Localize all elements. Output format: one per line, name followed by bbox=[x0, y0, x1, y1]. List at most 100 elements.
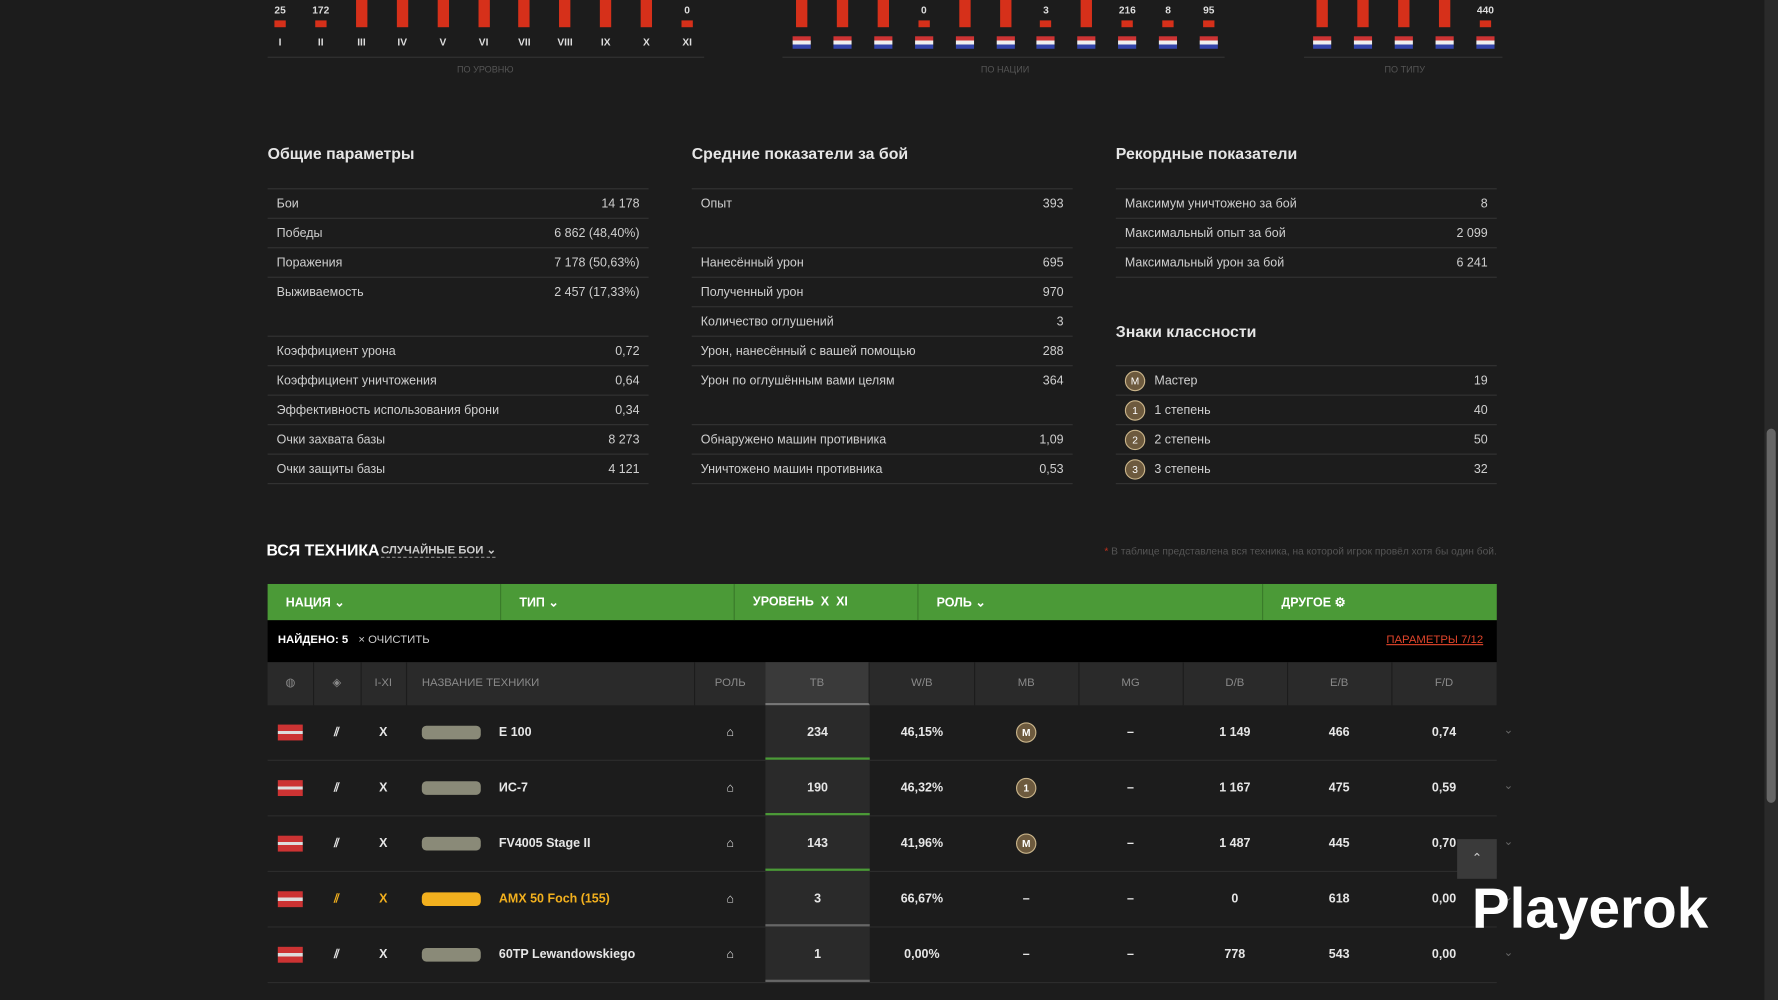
bar bbox=[559, 0, 571, 28]
cell-tv: 190 bbox=[765, 760, 870, 816]
bar-count: 440 bbox=[1476, 4, 1494, 16]
bar bbox=[1438, 0, 1451, 28]
vehicle-row[interactable]: ⫽ X FV4005 Stage II ⌂ 143 41,96% M – 1 487 445 0,7… bbox=[267, 816, 1513, 872]
stat-row: Уничтожено машин противника 0,53 bbox=[691, 453, 1073, 485]
cell-tv: 3 bbox=[765, 871, 870, 927]
mode-select[interactable]: СЛУЧАЙНЫЕ БОИ ⌄ bbox=[381, 544, 497, 558]
column-header[interactable]: I-XI bbox=[361, 662, 408, 706]
filter[interactable]: ТИП ⌄ bbox=[519, 596, 559, 611]
stat-value: 6 862 (48,40%) bbox=[554, 226, 640, 241]
type-icon: ⫽ bbox=[333, 781, 340, 795]
filter[interactable]: УРОВЕНЬ X XI bbox=[753, 595, 848, 609]
filter[interactable]: НАЦИЯ ⌄ bbox=[285, 596, 345, 611]
column-header[interactable]: ТВ bbox=[765, 662, 870, 706]
tank-image bbox=[421, 781, 481, 795]
vehicle-row[interactable]: ⫽ X ИС-7 ⌂ 190 46,32% 1 – 1 167 475 0,59 ⌄ bbox=[267, 760, 1513, 817]
cell-wb: 0,00% bbox=[904, 947, 940, 962]
column-header[interactable]: РОЛЬ bbox=[695, 662, 767, 706]
stat-row: Полученный урон 970 bbox=[691, 276, 1073, 308]
role-icon: ⌂ bbox=[726, 836, 735, 851]
divider bbox=[1115, 276, 1497, 278]
stat-value: 8 273 bbox=[608, 433, 640, 447]
stat-label: Максимальный опыт за бой bbox=[1124, 226, 1286, 241]
vehicle-row[interactable]: ⫽ X 60TP Lewandowskiego ⌂ 1 0,00% – – 778 543 0,00… bbox=[267, 927, 1513, 984]
divider bbox=[267, 56, 705, 58]
expand-arrow[interactable]: ⌄ bbox=[1503, 891, 1514, 904]
column-header[interactable]: MB bbox=[974, 662, 1080, 706]
column-header[interactable]: D/B bbox=[1183, 662, 1289, 706]
scroll-top-button[interactable]: ⌃ bbox=[1457, 839, 1497, 879]
vehicle-row[interactable]: ⫽ X AMX 50 Foch (155) ⌂ 3 66,67% – – 0 618 0,00 ⌄ bbox=[267, 871, 1513, 928]
cell-wb: 41,96% bbox=[900, 836, 944, 851]
stat-label: Эффективность использования брони bbox=[276, 403, 500, 418]
stat-value: 3 bbox=[1056, 315, 1064, 329]
stat-label: Полученный урон bbox=[700, 285, 804, 300]
stat-row: Максимальный урон за бой 6 241 bbox=[1115, 247, 1497, 278]
bar bbox=[1479, 20, 1492, 28]
note: * В таблице представлена вся техника, на… bbox=[1104, 545, 1496, 556]
column-header[interactable]: ◈ bbox=[313, 662, 362, 706]
stat-row: Урон по оглушённым вами целям 364 bbox=[691, 365, 1073, 396]
filter[interactable]: ДРУГОЕ ⚙ bbox=[1281, 596, 1346, 611]
cell-wb: 46,15% bbox=[900, 725, 944, 740]
nation-flag bbox=[277, 724, 303, 741]
divider bbox=[267, 483, 649, 485]
stat-row: Победы 6 862 (48,40%) bbox=[267, 217, 649, 249]
progress-line bbox=[765, 979, 870, 982]
asterisk: * bbox=[1104, 545, 1109, 557]
expand-arrow[interactable]: ⌄ bbox=[1503, 780, 1514, 793]
bar bbox=[1398, 0, 1410, 28]
column-header[interactable]: НАЗВАНИЕ ТЕХНИКИ bbox=[406, 662, 696, 706]
filter[interactable]: РОЛЬ ⌄ bbox=[936, 596, 986, 611]
stat-value: 0,72 bbox=[615, 344, 640, 359]
stat-value: 7 178 (50,63%) bbox=[554, 256, 640, 270]
column-header[interactable]: E/B bbox=[1287, 662, 1393, 706]
bar-label: II bbox=[317, 36, 324, 48]
cell-tv: 143 bbox=[765, 816, 870, 871]
bar-label: VIII bbox=[557, 36, 573, 48]
vehicle-name: E 100 bbox=[498, 725, 532, 740]
bar bbox=[274, 20, 286, 28]
mark-label: 1 степень bbox=[1154, 403, 1211, 418]
cell-mg: – bbox=[1127, 892, 1135, 907]
column-header[interactable]: W/B bbox=[870, 662, 976, 706]
expand-arrow[interactable]: ⌄ bbox=[1503, 835, 1514, 849]
filter-label: ДРУГОЕ bbox=[1281, 596, 1332, 611]
params-link[interactable]: ПАРАМЕТРЫ 7/12 bbox=[1386, 633, 1484, 647]
bar-count: 95 bbox=[1203, 4, 1215, 16]
clear-label: ОЧИСТИТЬ bbox=[368, 633, 430, 647]
vehicle-row[interactable]: ⫽ X E 100 ⌂ 234 46,15% M – 1 149 466 0,74 ⌄ bbox=[267, 705, 1513, 761]
mark-label: 2 степень bbox=[1154, 433, 1211, 447]
bar-count: 0 bbox=[920, 4, 927, 16]
stat-value: 0,34 bbox=[615, 403, 640, 418]
stat-row: Количество оглушений 3 bbox=[691, 306, 1073, 337]
clear-button[interactable]: × ОЧИСТИТЬ bbox=[358, 633, 430, 647]
stat-label: Очки захвата базы bbox=[276, 433, 386, 447]
expand-arrow[interactable]: ⌄ bbox=[1503, 946, 1514, 960]
cell-wb: 46,32% bbox=[900, 781, 944, 795]
bar-label: IX bbox=[600, 36, 611, 48]
section-title: Средние показатели за бой bbox=[691, 144, 909, 163]
filter-bar: НАЦИЯ ⌄ ТИП ⌄ УРОВЕНЬ X XI РОЛЬ ⌄ ДРУГОЕ… bbox=[267, 583, 1497, 621]
caption: ПО УРОВНЮ bbox=[456, 64, 514, 75]
bar-label: XI bbox=[682, 36, 692, 48]
mark-badge: 3 bbox=[1124, 459, 1146, 480]
column-header[interactable]: F/D bbox=[1391, 662, 1498, 706]
column-header[interactable]: MG bbox=[1078, 662, 1184, 706]
expand-arrow[interactable]: ⌄ bbox=[1503, 724, 1514, 738]
filter-label: НАЦИЯ bbox=[285, 596, 331, 611]
bar-count: 0 bbox=[684, 4, 690, 16]
nation-flag bbox=[277, 946, 303, 963]
divider bbox=[1115, 483, 1497, 485]
role-icon: ⌂ bbox=[726, 947, 735, 962]
stat-label: Нанесённый урон bbox=[700, 256, 804, 270]
bar-label: V bbox=[439, 36, 447, 48]
stat-value: 6 241 bbox=[1456, 256, 1488, 270]
cell-eb: 466 bbox=[1328, 725, 1350, 740]
progress-line bbox=[765, 757, 870, 760]
mastery-cell: M bbox=[974, 705, 1078, 759]
column-header[interactable]: ◍ bbox=[268, 662, 315, 706]
bar-icon bbox=[1036, 36, 1055, 49]
